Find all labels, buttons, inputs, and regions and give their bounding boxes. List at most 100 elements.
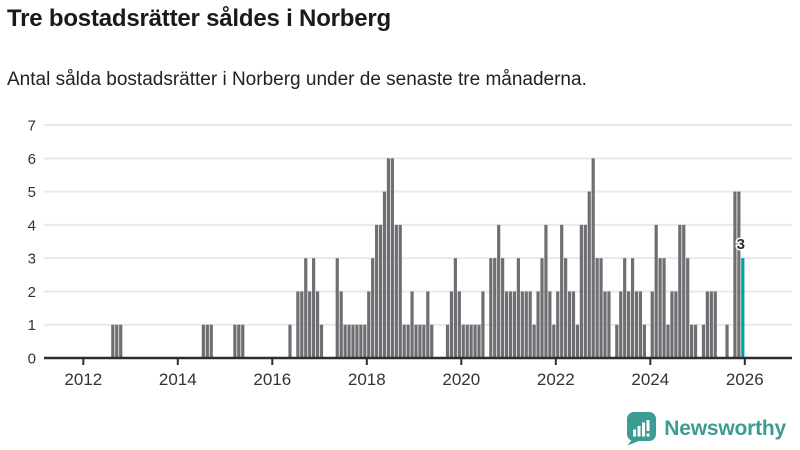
bar [339,291,343,358]
bar [654,224,658,358]
x-tick-label: 2014 [159,370,197,389]
bar [670,291,674,358]
bars-group [111,158,745,358]
page-subtitle: Antal sålda bostadsrätter i Norberg unde… [7,69,587,90]
bar [115,324,119,358]
bar [603,291,607,358]
y-tick-label: 0 [28,351,36,368]
bar [638,291,643,358]
bar [524,291,528,358]
bar [705,291,709,358]
bar [465,324,469,358]
bar [296,291,300,358]
bar [422,324,426,358]
bar [666,324,670,358]
bar [678,224,682,358]
bar [205,324,209,358]
bar [378,224,383,358]
bar [642,324,646,358]
bar [351,324,355,358]
bar [367,291,371,358]
x-tick-label: 2016 [253,370,291,389]
bar [426,291,430,358]
bar [540,258,544,358]
bar [504,291,509,358]
bar [111,324,115,358]
bar [701,324,706,358]
bar [390,158,394,358]
bar [567,291,572,358]
bar [630,258,635,358]
bar [725,324,729,358]
bar [536,291,540,358]
bar [634,291,639,358]
bar [564,258,568,358]
bar [516,258,520,358]
bar [619,291,623,358]
bar [300,291,304,358]
bar [674,291,678,358]
bar [241,324,245,358]
bar [532,324,536,358]
bar [693,324,698,358]
x-tick-label: 2020 [442,370,480,389]
bar [591,158,595,358]
bar [347,324,351,358]
bar [315,291,320,358]
x-tick-label: 2022 [537,370,575,389]
bar [587,191,591,358]
bar [233,324,237,358]
x-axis: 2012 2014 2016 2018 2020 2022 2024 2026 [44,356,792,389]
bar [394,224,398,358]
bar [335,258,339,358]
bar [304,258,308,358]
bar [560,224,564,358]
bar [119,324,123,358]
bar [445,324,450,358]
bar [607,291,611,358]
bar [430,324,434,358]
bar [308,291,312,358]
y-axis-tick-labels: 0 1 2 3 4 5 6 7 [28,118,36,368]
bar [237,324,241,358]
highlighted-bar [741,258,745,358]
bar [359,324,363,358]
bar [575,324,580,358]
bar [493,258,497,358]
bar [544,224,548,358]
bar [410,291,414,358]
bar [371,258,375,358]
bar [686,258,690,358]
bar [583,224,587,358]
bar [363,324,367,358]
bar [552,324,556,358]
bar [209,324,213,358]
bar [501,258,505,358]
bar [733,191,737,358]
bar [457,291,461,358]
newsworthy-logo: Newsworthy [626,411,786,446]
y-tick-label: 7 [28,118,36,135]
bar [469,324,473,358]
bar [615,324,619,358]
newsworthy-wordmark: Newsworthy [664,416,786,440]
x-tick-label: 2026 [726,370,764,389]
bar [477,324,481,358]
bar [489,258,493,358]
bar [737,191,741,358]
bar [713,291,717,358]
x-tick-label: 2012 [64,370,102,389]
bar [658,258,662,358]
bar [599,258,603,358]
bar [414,324,418,358]
bar [690,324,694,358]
bar [508,291,513,358]
y-tick-label: 3 [28,251,36,268]
bar [571,291,576,358]
page-title: Tre bostadsrätter såldes i Norberg [7,5,391,32]
y-tick-label: 5 [28,184,36,201]
bar [461,324,465,358]
bar [481,291,485,358]
y-tick-label: 1 [28,317,36,334]
